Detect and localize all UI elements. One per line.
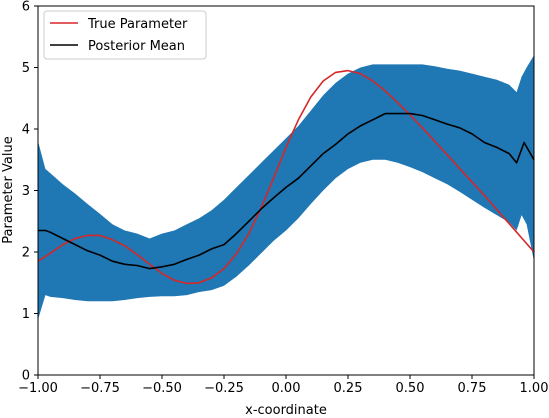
x-tick-label: −0.25 (204, 381, 244, 396)
legend-label-posterior-mean: Posterior Mean (88, 39, 185, 54)
x-tick-label: 0.50 (396, 381, 425, 396)
legend-label-true-parameter: True Parameter (87, 17, 188, 32)
x-tick-label: 0.00 (272, 381, 301, 396)
x-tick-label: −0.50 (142, 381, 182, 396)
x-axis: −1.00 −0.75 −0.50 −0.25 0.00 0.25 0.50 0.75 1.00 (18, 375, 548, 396)
y-tick-label: 2 (22, 246, 30, 261)
x-tick-label: 0.25 (334, 381, 363, 396)
y-tick-label: 0 (22, 369, 30, 384)
x-tick-label: −0.75 (80, 381, 120, 396)
x-tick-label: 1.00 (520, 381, 549, 396)
y-tick-label: 3 (22, 184, 30, 199)
x-axis-label: x-coordinate (245, 403, 327, 418)
legend: True Parameter Posterior Mean (44, 11, 206, 59)
y-axis: 0 1 2 3 4 5 6 (22, 0, 38, 384)
y-tick-label: 5 (22, 61, 30, 76)
y-tick-label: 1 (22, 307, 30, 322)
y-tick-label: 4 (22, 123, 30, 138)
y-tick-label: 6 (22, 0, 30, 15)
y-axis-label: Parameter Value (1, 136, 16, 243)
x-tick-label: 0.75 (458, 381, 487, 396)
